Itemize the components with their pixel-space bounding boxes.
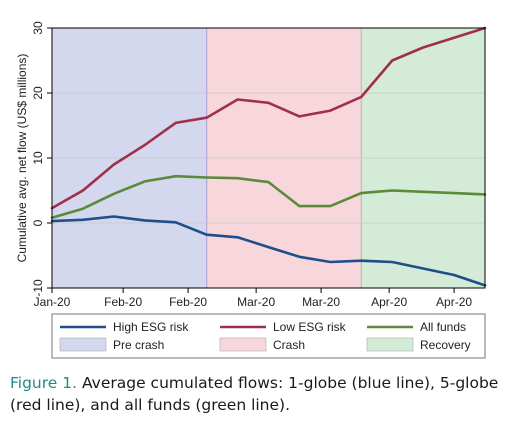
chart: -10 0 10 20 30 Jan-20 Feb-20 Feb-20 Mar-20 Mar-2… (15, 21, 487, 359)
legend-region-label-2: Recovery (420, 338, 471, 352)
caption-text: Average cumulated flows: 1-globe (blue l… (10, 374, 499, 414)
legend-label-2: All funds (420, 320, 466, 334)
legend: High ESG risk Low ESG risk All funds Pre cr… (51, 313, 486, 359)
y-tick-label-0: -10 (31, 279, 45, 297)
series-lines (50, 26, 487, 287)
legend-label-1: Low ESG risk (273, 320, 347, 334)
x-axis: Jan-20 Feb-20 Feb-20 Mar-20 Mar-20 Apr-20 Apr-… (34, 288, 472, 309)
legend-swatch-0 (59, 337, 107, 352)
figure-caption: Figure 1. Average cumulated flows: 1-glo… (10, 372, 516, 416)
x-tick-label-2: Feb-20 (169, 295, 207, 309)
x-tick-label-0: Jan-20 (34, 295, 71, 309)
y-tick-label-2: 10 (31, 151, 45, 165)
legend-label-0: High ESG risk (113, 320, 189, 334)
x-tick-label-3: Mar-20 (237, 295, 275, 309)
y-axis: -10 0 10 20 30 (31, 21, 52, 297)
legend-region-label-0: Pre crash (113, 338, 164, 352)
caption-label: Figure 1. (10, 374, 78, 392)
y-tick-label-3: 20 (31, 86, 45, 100)
x-tick-label-4: Mar-20 (302, 295, 340, 309)
legend-swatch-1 (219, 337, 267, 352)
series-line-1 (50, 26, 487, 210)
legend-swatch-2 (366, 337, 414, 352)
x-tick-label-5: Apr-20 (371, 295, 407, 309)
series-line-0 (50, 215, 487, 287)
x-tick-label-1: Feb-20 (104, 295, 142, 309)
legend-region-label-1: Crash (273, 338, 305, 352)
series-line-2 (50, 174, 487, 220)
y-tick-label-4: 30 (31, 21, 45, 35)
y-axis-label: Cumulative avg. net flow (US$ millions) (15, 54, 29, 263)
y-tick-label-1: 0 (31, 219, 45, 226)
x-tick-label-6: Apr-20 (436, 295, 472, 309)
